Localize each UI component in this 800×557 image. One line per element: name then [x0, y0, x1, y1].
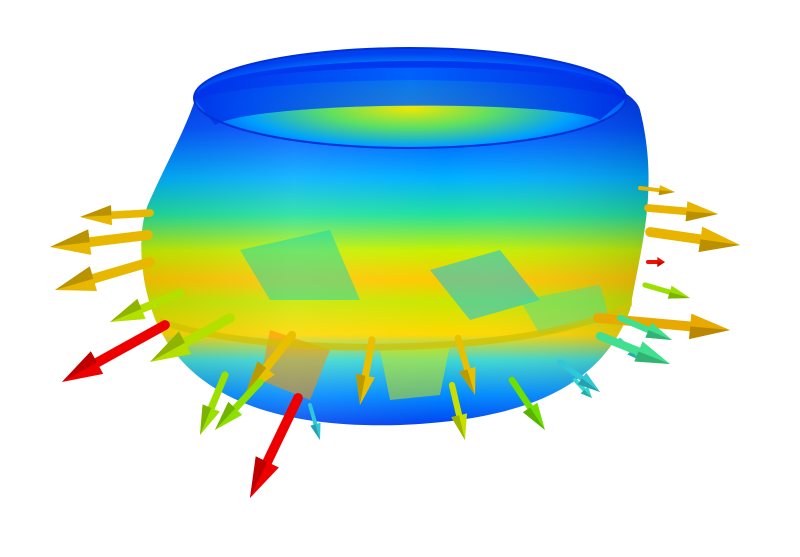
arrow-head-shade: [215, 401, 236, 430]
displacement-arrows: [50, 185, 740, 498]
arrow-head-shade: [577, 378, 600, 392]
arrow-shaft: [207, 371, 229, 412]
displacement-arrow: [200, 371, 229, 435]
arrow-shaft: [595, 331, 643, 356]
displacement-arrow: [55, 257, 155, 291]
arrow-shaft: [308, 403, 318, 427]
displacement-arrow: [616, 314, 672, 340]
displacement-arrow: [557, 359, 600, 392]
arrow-head-shade: [459, 369, 475, 395]
arrow-head-shade: [245, 361, 267, 395]
arrow-head-shade: [150, 331, 186, 362]
displacement-arrow: [454, 334, 476, 395]
displacement-arrow: [638, 185, 675, 196]
arrow-head-shade: [645, 330, 672, 340]
arrow-head-shade: [685, 211, 718, 222]
facet-patch: [240, 230, 360, 300]
displacement-arrow: [593, 313, 730, 340]
displacement-arrow: [215, 378, 264, 430]
displacement-arrow: [356, 336, 376, 405]
arrow-head-shade: [62, 351, 97, 382]
rim-band: [160, 300, 632, 351]
arrow-shaft: [616, 314, 652, 334]
arrow-head-shade: [634, 351, 670, 364]
arrow-head: [215, 401, 243, 430]
arrow-shaft: [107, 209, 154, 220]
arrow-shaft: [557, 359, 585, 382]
arrow-head-shade: [110, 298, 142, 322]
arrow-head-shade: [250, 456, 268, 498]
displacement-arrow: [250, 393, 303, 498]
displacement-arrow: [448, 381, 468, 440]
arrow-head-shade: [200, 404, 212, 435]
arrow-head-shade: [55, 266, 94, 290]
arrow-shaft: [180, 313, 235, 348]
arrow-head-shade: [50, 229, 90, 247]
displacement-arrow: [508, 376, 545, 430]
facet-patch: [430, 250, 540, 320]
displacement-arrow: [646, 257, 665, 267]
arrow-head-shade: [667, 292, 690, 299]
arrow-head: [577, 372, 600, 392]
arrow-shaft: [454, 334, 471, 373]
shell-body: [141, 47, 649, 426]
arrow-shaft: [92, 320, 170, 368]
rim-edge: [193, 47, 627, 149]
displacement-arrow: [642, 282, 690, 299]
arrow-head-shade: [310, 424, 320, 440]
arrow-shaft: [593, 313, 696, 332]
arrow-shaft: [644, 204, 691, 216]
arrow-shaft: [84, 230, 153, 248]
arrow-head-shade: [658, 190, 675, 196]
arrow-shaft: [88, 257, 155, 284]
arrow-shaft: [262, 393, 303, 467]
arrow-shaft: [642, 282, 673, 295]
arrow-head-shade: [689, 326, 730, 340]
arrow-shaft: [638, 186, 662, 193]
displacement-arrow: [150, 313, 235, 362]
arrow-shaft: [231, 378, 264, 413]
arrow-shaft: [508, 376, 534, 411]
arrow-shaft: [261, 330, 297, 373]
displacement-arrow: [62, 320, 170, 382]
displacement-arrow: [645, 226, 740, 252]
facet-patch: [380, 345, 450, 400]
arrow-head-shade: [356, 374, 366, 405]
arrow-head-shade: [580, 389, 592, 398]
arrow-shaft: [361, 336, 376, 380]
displacement-arrow: [80, 205, 154, 226]
arrow-head-shade: [522, 407, 545, 430]
displacement-arrow: [595, 331, 670, 364]
displacement-arrow: [110, 288, 185, 322]
inner-wall: [194, 67, 626, 125]
arrow-head-shade: [80, 205, 112, 217]
arrow-head-shade: [698, 239, 740, 252]
displacement-arrow: [644, 201, 718, 222]
arrow-head-shade: [451, 415, 465, 440]
arrow-shaft: [645, 227, 706, 245]
arrow-shaft: [137, 288, 185, 314]
displacement-arrow: [50, 229, 153, 255]
displacement-arrow: [308, 403, 321, 440]
arrow-head-shade: [657, 262, 665, 267]
arrow-shaft: [448, 381, 463, 419]
